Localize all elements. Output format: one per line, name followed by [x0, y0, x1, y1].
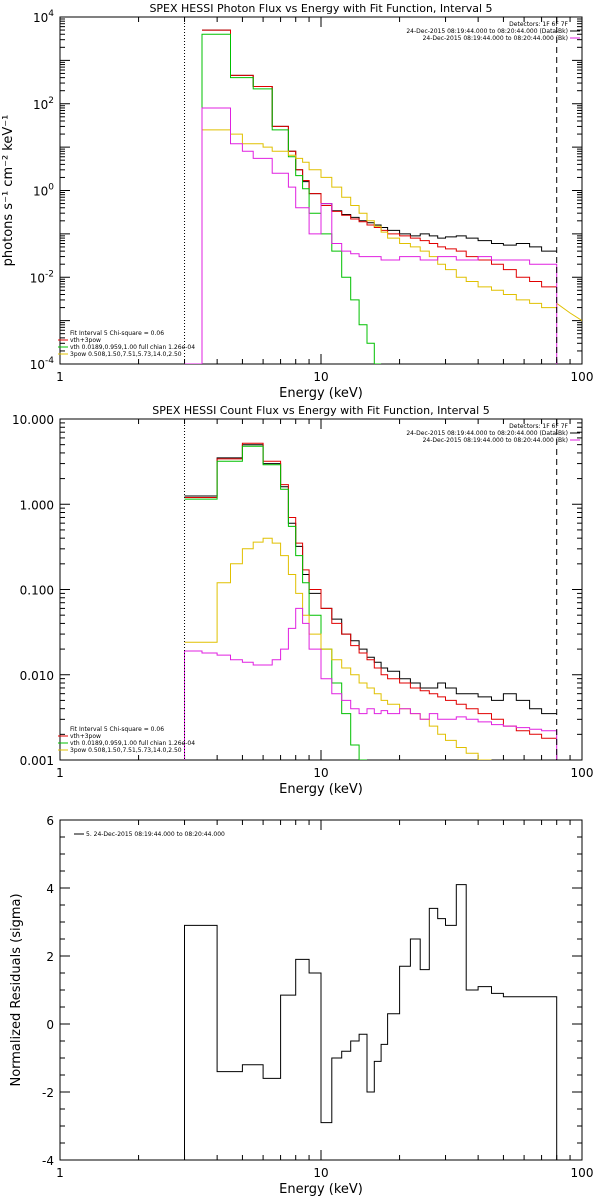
- y-tick-label: 6: [46, 814, 54, 828]
- legend_bottom-text: vth+3pow: [70, 733, 101, 740]
- x-tick-label: 100: [571, 766, 594, 780]
- y-tick-exponent: -4: [45, 356, 54, 366]
- legend_bottom-text: vth 0.0189,0.959,1.00 full chian 1.26e-0…: [70, 344, 195, 351]
- series-data-bk-line: [202, 29, 557, 252]
- y-tick-label: 0: [46, 1018, 54, 1032]
- x-tick-label: 1: [56, 370, 64, 384]
- chart-title: SPEX HESSI Count Flux vs Energy with Fit…: [152, 404, 489, 417]
- y-tick-label: -4: [42, 1154, 54, 1168]
- series-bk-line: [184, 107, 558, 364]
- y-tick-label: 10-4: [30, 356, 55, 372]
- x-axis-label: Energy (keV): [279, 782, 363, 797]
- x-tick-label: 100: [571, 370, 594, 384]
- plot-area: [184, 884, 558, 1160]
- y-tick-label: 10-2: [30, 269, 54, 285]
- y-tick-label: 0.010: [20, 669, 54, 683]
- residuals-panel: 1 10 100 Energy (keV) -4 -2 0 2 4 6 Normalized Res…: [9, 814, 593, 1197]
- x-tick-label: 1: [56, 766, 64, 780]
- y-tick-label: -2: [42, 1086, 54, 1100]
- x-tick-label: 10: [313, 766, 328, 780]
- legend_bottom-text: vth+3pow: [70, 337, 101, 344]
- series-vth-line: [184, 33, 382, 364]
- series-3pow-line: [184, 129, 582, 364]
- legend_top-text: 24-Dec-2015 08:19:44.000 to 08:20:44.000…: [423, 35, 568, 42]
- y-tick-exponent: 0: [48, 183, 54, 193]
- legend_top-text: 24-Dec-2015 08:19:44.000 to 08:20:44.000…: [406, 28, 568, 35]
- y-tick-label: 2: [46, 950, 54, 964]
- legend_bottom-text: Fit Interval 5 Chi-square = 0.06: [70, 726, 164, 733]
- x-axis-label: Energy (keV): [279, 1182, 363, 1197]
- series-vth-line: [184, 445, 367, 760]
- series-vth-3pow-line: [202, 29, 557, 288]
- y-tick-label: 102: [33, 96, 54, 112]
- series-residuals-line: [184, 884, 558, 1160]
- legend_bottom-text: vth 0.0189,0.959,1.00 full chian 1.26e-0…: [70, 740, 195, 747]
- y-tick-exponent: -2: [45, 269, 54, 279]
- y-axis-label: photons s⁻¹ cm⁻² keV⁻¹: [1, 115, 16, 267]
- legend_top-text: Detectors: 1F 6F 7F: [509, 21, 568, 28]
- y-tick-label: 10.000: [12, 413, 54, 427]
- y-tick-base: 10: [30, 358, 45, 372]
- plot-frame: [59, 16, 583, 365]
- legend_top-text: 24-Dec-2015 08:19:44.000 to 08:20:44.000…: [423, 437, 568, 444]
- series-vth-3pow-line: [184, 442, 557, 739]
- y-tick-label: 0.100: [20, 584, 54, 598]
- x-tick-label: 1: [56, 1166, 64, 1180]
- photon-flux-panel: SPEX HESSI Photon Flux vs Energy with Fi…: [1, 2, 593, 401]
- y-tick-exponent: 2: [48, 96, 54, 106]
- x-axis-label: Energy (keV): [279, 386, 363, 401]
- legend_bottom-text: 3pow 0.508,1.50,7.51,5.73,14.0,2.50: [70, 351, 182, 358]
- y-tick-label: 1.000: [20, 498, 54, 512]
- y-tick-base: 10: [30, 271, 45, 285]
- x-tick-label: 10: [313, 370, 328, 384]
- chart-title: SPEX HESSI Photon Flux vs Energy with Fi…: [149, 2, 492, 15]
- y-tick-base: 10: [33, 11, 48, 25]
- legend_top-text: Detectors: 1F 6F 7F: [509, 423, 568, 430]
- x-tick-label: 100: [571, 1166, 594, 1180]
- legend_top-text: 5. 24-Dec-2015 08:19:44.000 to 08:20:44.…: [86, 831, 225, 838]
- series-3pow-line: [184, 537, 492, 760]
- series-bk-line: [184, 607, 558, 760]
- plot-area: [184, 442, 558, 760]
- legend_top-text: 24-Dec-2015 08:19:44.000 to 08:20:44.000…: [406, 430, 568, 437]
- x-tick-label: 10: [313, 1166, 328, 1180]
- series-data-bk-line: [184, 444, 557, 715]
- legend_bottom-text: 3pow 0.508,1.50,7.51,5.73,14.0,2.50: [70, 747, 182, 754]
- y-tick-label: 0.001: [20, 754, 54, 768]
- count-flux-panel: SPEX HESSI Count Flux vs Energy with Fit…: [12, 404, 593, 797]
- y-axis-label: Normalized Residuals (sigma): [9, 893, 24, 1086]
- legend_bottom-text: Fit Interval 5 Chi-square = 0.06: [70, 330, 164, 337]
- y-tick-label: 4: [46, 882, 54, 896]
- plot-area: [184, 29, 582, 364]
- y-tick-exponent: 4: [48, 9, 54, 19]
- y-tick-label: 104: [33, 9, 54, 25]
- y-tick-label: 100: [33, 183, 54, 199]
- y-tick-base: 10: [33, 185, 48, 199]
- y-tick-base: 10: [33, 98, 48, 112]
